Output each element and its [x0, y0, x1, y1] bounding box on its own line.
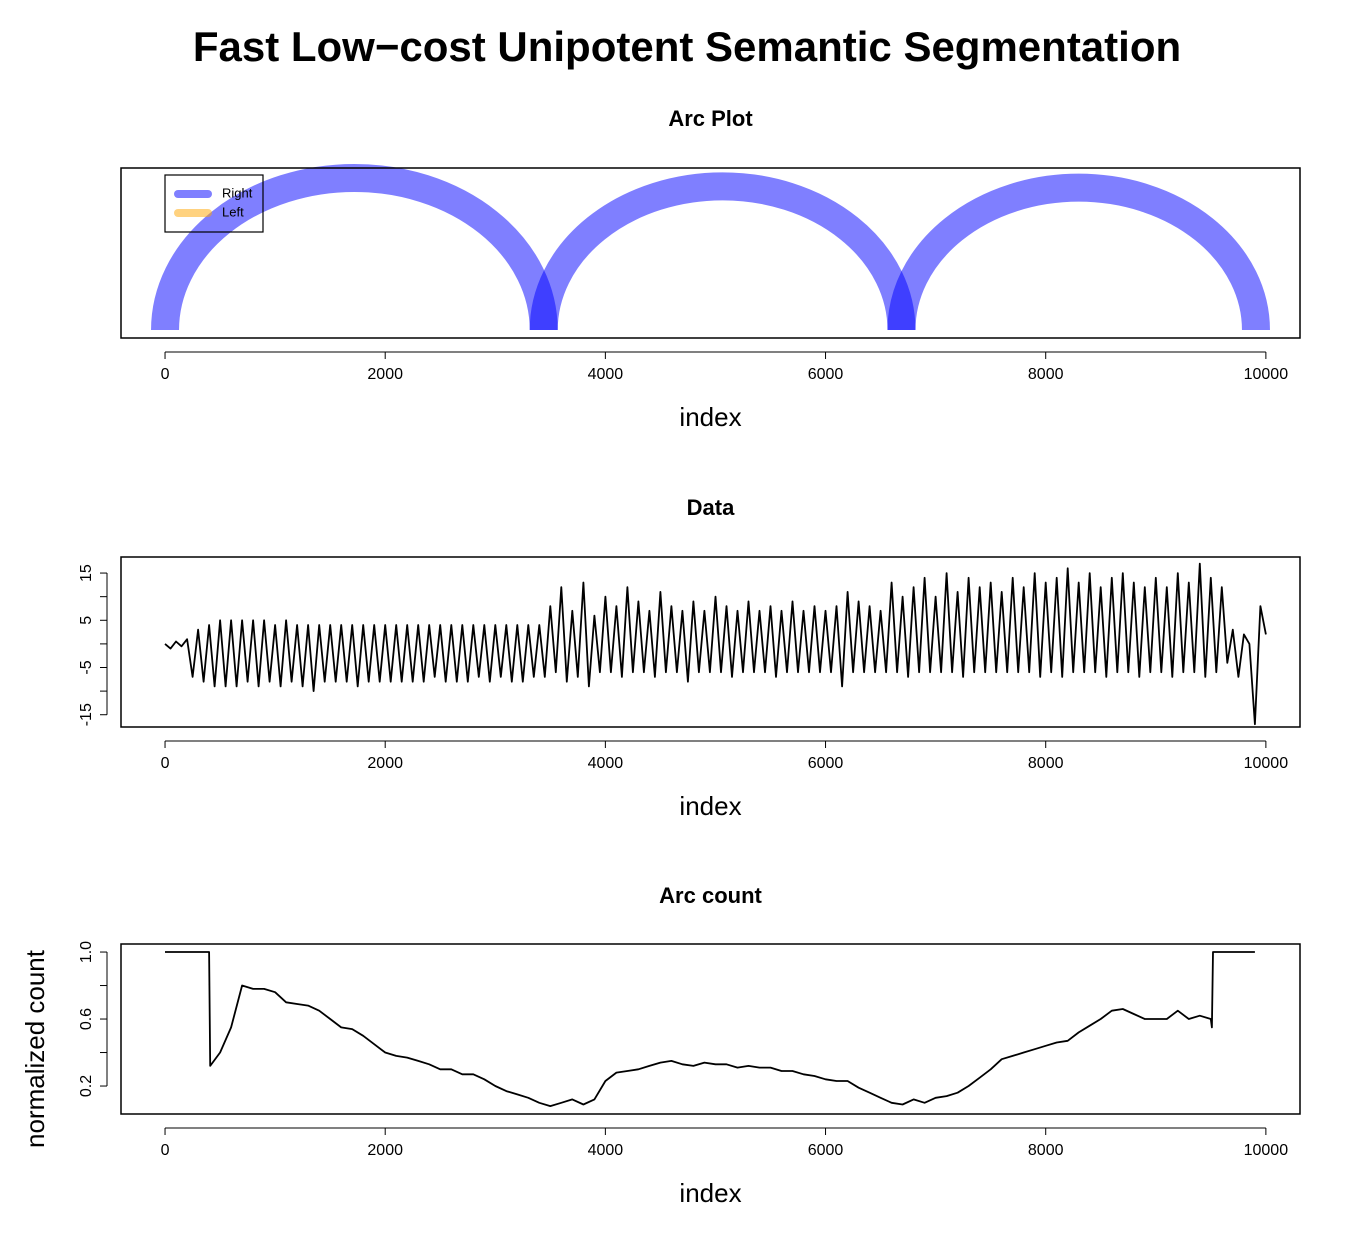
panel-title: Arc count — [659, 883, 762, 908]
y-tick-label: -15 — [78, 703, 95, 726]
arc — [151, 164, 558, 331]
y-tick-label: 15 — [78, 564, 95, 582]
plot-frame — [120, 943, 1301, 1115]
x-axis-label: index — [679, 1178, 741, 1208]
x-tick-label: 10000 — [1244, 1142, 1289, 1159]
x-tick-label: 10000 — [1244, 755, 1289, 772]
x-tick-label: 8000 — [1028, 1142, 1064, 1159]
legend-box — [164, 174, 264, 233]
x-tick-label: 4000 — [588, 366, 624, 383]
arc — [529, 172, 916, 331]
x-tick-label: 6000 — [808, 1142, 844, 1159]
x-tick-label: 8000 — [1028, 755, 1064, 772]
panel-title: Data — [687, 495, 735, 520]
x-tick-label: 4000 — [588, 1142, 624, 1159]
x-tick-label: 2000 — [367, 1142, 403, 1159]
figure-title: Fast Low−cost Unipotent Semantic Segment… — [193, 23, 1181, 70]
line — [164, 562, 1267, 726]
x-tick-label: 4000 — [588, 755, 624, 772]
x-tick-label: 6000 — [808, 366, 844, 383]
y-tick-label: 0.6 — [78, 1008, 95, 1030]
legend-label: Left — [222, 204, 244, 219]
y-tick-label: -5 — [78, 660, 95, 674]
y-axis-label: normalized count — [20, 949, 50, 1148]
panel-title: Arc Plot — [668, 106, 753, 131]
x-tick-label: 0 — [161, 1142, 170, 1159]
legend-label: Right — [222, 185, 253, 200]
plot-frame — [120, 167, 1301, 339]
x-tick-label: 6000 — [808, 755, 844, 772]
line — [165, 951, 1255, 1107]
x-tick-label: 0 — [161, 366, 170, 383]
x-tick-label: 8000 — [1028, 366, 1064, 383]
x-axis-label: index — [679, 791, 741, 821]
arc — [887, 173, 1270, 331]
plot-frame — [120, 556, 1301, 728]
y-tick-label: 5 — [78, 616, 95, 625]
x-tick-label: 0 — [161, 755, 170, 772]
x-tick-label: 10000 — [1244, 366, 1289, 383]
y-tick-label: 0.2 — [78, 1075, 95, 1097]
x-tick-label: 2000 — [367, 366, 403, 383]
x-axis-label: index — [679, 402, 741, 432]
x-tick-label: 2000 — [367, 755, 403, 772]
y-tick-label: 1.0 — [78, 941, 95, 963]
